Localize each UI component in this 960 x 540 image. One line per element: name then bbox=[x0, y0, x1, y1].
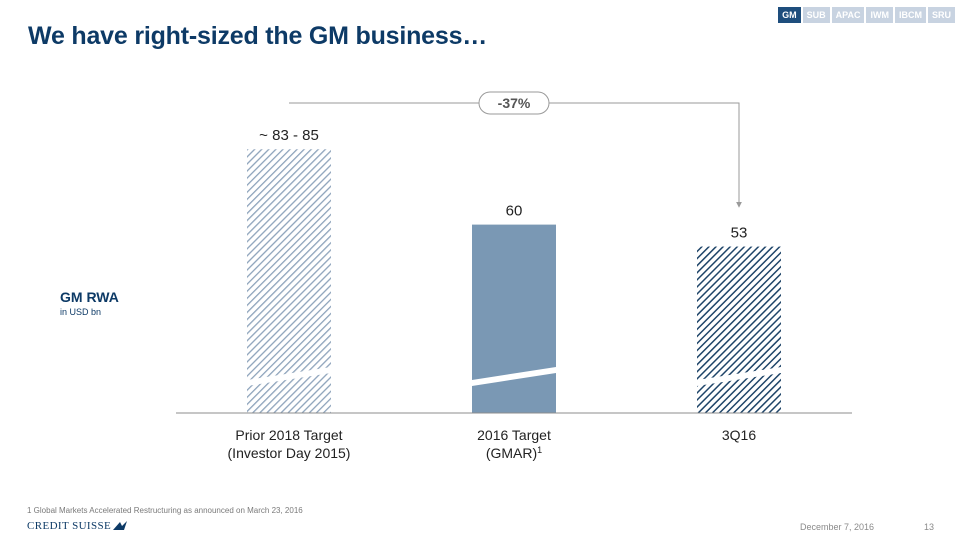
bar-3 bbox=[697, 246, 781, 413]
value-label-3: 53 bbox=[731, 225, 748, 242]
change-arrow bbox=[289, 102, 742, 208]
category-sublabel-1: (Investor Day 2015) bbox=[228, 445, 351, 461]
footnote: 1 Global Markets Accelerated Restructuri… bbox=[27, 506, 303, 515]
footnote-marker: 1 bbox=[537, 445, 542, 455]
category-sublabel-2: (GMAR)1 bbox=[486, 445, 542, 461]
tab-ibcm[interactable]: IBCM bbox=[894, 7, 926, 23]
tab-gm[interactable]: GM bbox=[778, 7, 801, 23]
category-label-3: 3Q16 bbox=[722, 427, 756, 443]
change-badge bbox=[478, 91, 550, 115]
metric-label-block: GM RWA in USD bn bbox=[60, 289, 119, 317]
axis-break-2 bbox=[472, 367, 556, 386]
tab-sub[interactable]: SUB bbox=[802, 7, 830, 23]
presentation-date: December 7, 2016 bbox=[800, 522, 875, 532]
axis-break-1 bbox=[247, 367, 331, 386]
bar-1 bbox=[247, 149, 331, 414]
page-title: We have right-sized the GM business… bbox=[28, 22, 488, 50]
section-nav: GM SUB APAC IWM IBCM SRU bbox=[778, 7, 955, 23]
sails-logo-icon bbox=[113, 521, 128, 530]
value-label-2: 60 bbox=[506, 203, 523, 220]
category-label-1: Prior 2018 Target bbox=[235, 427, 342, 443]
tab-sru[interactable]: SRU bbox=[927, 7, 955, 23]
bar-2 bbox=[472, 224, 556, 413]
change-badge-label: -37% bbox=[498, 95, 531, 111]
credit-suisse-logo: CREDIT SUISSE bbox=[27, 520, 129, 532]
rwa-bar-chart: ~ 83 - 85 Prior 2018 Target (Investor Day … bbox=[176, 91, 852, 461]
metric-label: GM RWA bbox=[60, 289, 119, 305]
axis-break-3 bbox=[697, 367, 781, 386]
value-label-1: ~ 83 - 85 bbox=[259, 127, 319, 144]
tab-iwm[interactable]: IWM bbox=[866, 7, 893, 23]
metric-unit: in USD bn bbox=[60, 307, 102, 317]
tab-apac[interactable]: APAC bbox=[831, 7, 865, 23]
logo-text: CREDIT SUISSE bbox=[27, 520, 112, 532]
category-label-2: 2016 Target bbox=[477, 427, 551, 443]
page-number: 13 bbox=[924, 522, 935, 532]
